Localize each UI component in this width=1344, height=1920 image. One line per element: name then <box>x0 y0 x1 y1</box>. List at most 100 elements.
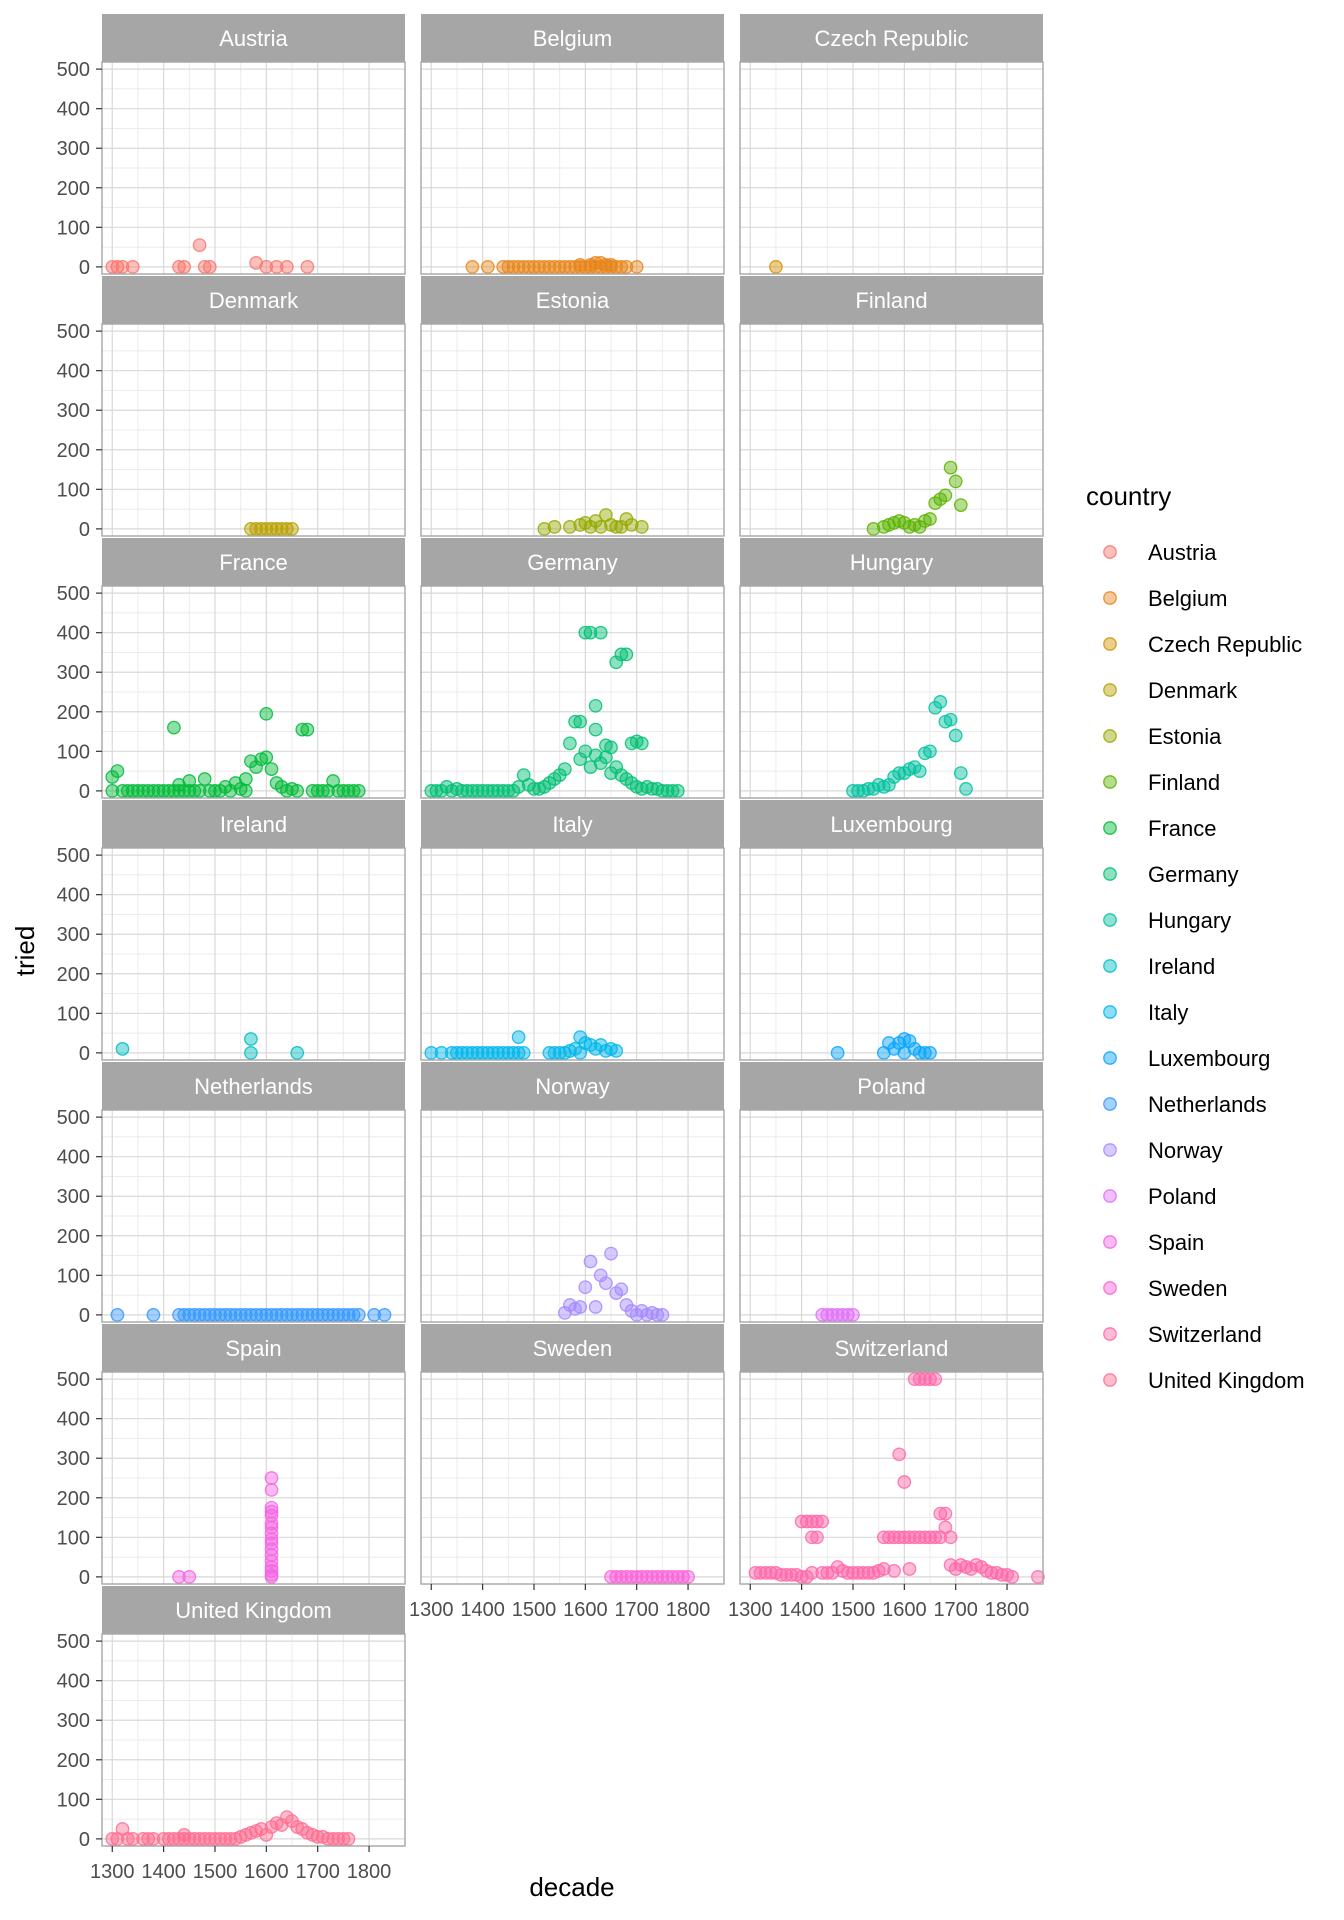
grid <box>421 324 724 536</box>
data-point <box>670 1570 685 1584</box>
data-point <box>290 1308 305 1322</box>
data-point <box>125 784 140 798</box>
data-point <box>434 1046 449 1060</box>
data-point <box>285 522 299 536</box>
data-point <box>645 1570 659 1584</box>
data-point <box>182 784 197 798</box>
grid <box>421 848 724 1060</box>
data-point <box>953 766 968 780</box>
data-point <box>655 784 670 798</box>
y-tick-label: 100 <box>57 1003 90 1025</box>
data-point <box>218 1308 233 1322</box>
facet-strip-label: Ireland <box>220 812 287 837</box>
data-point <box>156 1832 171 1846</box>
data-point <box>583 1254 598 1269</box>
data-point <box>938 488 953 503</box>
facet-strip <box>740 800 1043 848</box>
y-tick-label: 400 <box>57 885 90 907</box>
panel-border <box>739 585 1044 799</box>
data-point <box>120 784 135 798</box>
data-point <box>928 1530 943 1545</box>
data-point <box>665 1570 680 1584</box>
points-france <box>105 706 366 798</box>
data-point <box>115 260 130 274</box>
x-tick-label: 1400 <box>141 1861 186 1883</box>
data-point <box>810 1530 824 1545</box>
data-point <box>805 1530 819 1545</box>
y-tick-label: 300 <box>57 662 90 684</box>
y-tick-label: 100 <box>57 741 90 763</box>
data-point <box>305 784 320 798</box>
data-point <box>305 1308 320 1322</box>
points-czech-republic <box>769 260 783 274</box>
legend-item-germany: Germany <box>1103 862 1238 887</box>
data-point <box>197 260 212 274</box>
data-point <box>177 1832 192 1846</box>
points-hungary <box>846 695 973 798</box>
data-point <box>136 1832 150 1846</box>
facet-panel-ireland: Ireland 0 100 200 300 400 500 <box>57 800 406 1065</box>
data-point <box>887 1564 901 1578</box>
x-tick-label: 1700 <box>614 1599 659 1621</box>
x-axis-title: decade <box>529 1872 614 1902</box>
facet-strip <box>740 276 1043 324</box>
y-axis-title: tried <box>10 926 40 977</box>
legend-label: Germany <box>1148 862 1238 887</box>
data-point <box>882 778 896 792</box>
y-tick-label: 200 <box>57 1488 90 1510</box>
data-point <box>923 1046 937 1060</box>
panel-border <box>739 61 1044 275</box>
data-point <box>1005 1570 1020 1584</box>
data-point <box>172 1308 186 1322</box>
data-point <box>614 1282 629 1297</box>
data-point <box>105 784 120 798</box>
legend-label: Austria <box>1148 540 1217 565</box>
points-estonia <box>537 508 649 536</box>
data-point <box>604 1246 618 1261</box>
data-point <box>351 1308 366 1322</box>
data-point <box>516 260 531 274</box>
data-point <box>655 1570 670 1584</box>
data-point <box>779 1568 794 1582</box>
legend-key <box>1103 637 1117 651</box>
panel-border <box>420 847 725 1061</box>
y-tick-label: 100 <box>57 1265 90 1287</box>
data-point <box>753 1566 768 1580</box>
facet-strip <box>102 1324 405 1372</box>
data-point <box>552 1046 567 1060</box>
data-point <box>300 260 315 274</box>
facet-panel-austria: Austria 0 100 200 300 400 500 <box>57 14 406 279</box>
facet-strip <box>740 1324 1043 1372</box>
data-point <box>856 1566 871 1580</box>
data-point <box>948 728 963 743</box>
facet-panel-spain: Spain 0 100 200 300 400 500 <box>57 1324 406 1589</box>
data-point <box>455 1046 469 1060</box>
data-point <box>578 625 593 640</box>
data-point <box>285 1308 299 1322</box>
data-point <box>105 1832 120 1846</box>
legend-key <box>1103 1005 1117 1019</box>
y-tick-label: 0 <box>79 257 90 279</box>
data-point <box>321 1832 335 1846</box>
data-point <box>290 784 305 798</box>
data-point <box>280 522 294 536</box>
legend-item-czech-republic: Czech Republic <box>1103 632 1302 657</box>
data-point <box>593 1268 608 1283</box>
data-point <box>588 256 603 270</box>
points-austria <box>105 238 315 274</box>
y-tick-label: 500 <box>57 1631 90 1653</box>
facet-panel-estonia: Estonia <box>420 276 725 537</box>
y-tick-label: 500 <box>57 845 90 867</box>
legend-item-luxembourg: Luxembourg <box>1103 1046 1270 1071</box>
data-point <box>496 260 511 274</box>
points-norway <box>557 1246 670 1322</box>
data-point <box>264 1483 279 1497</box>
data-point <box>110 260 125 274</box>
data-point <box>249 1308 263 1322</box>
legend-label: United Kingdom <box>1148 1368 1305 1393</box>
data-point <box>805 1566 819 1580</box>
data-point <box>634 520 649 534</box>
points-denmark <box>244 522 299 536</box>
data-point <box>208 1308 222 1322</box>
